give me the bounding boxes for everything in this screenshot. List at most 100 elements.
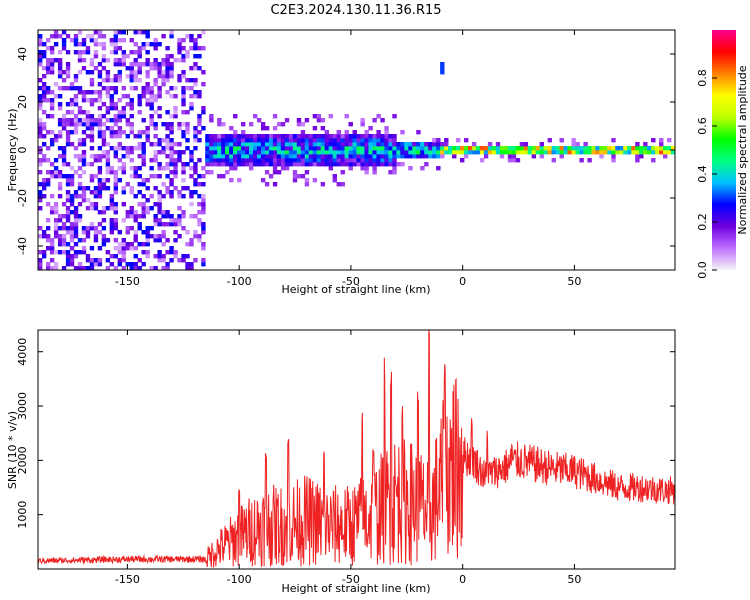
spectrogram-cell xyxy=(105,206,111,211)
spectrogram-cell xyxy=(61,78,67,83)
spectrogram-cell xyxy=(121,250,126,255)
spectrogram-cell xyxy=(45,238,51,243)
spectrogram-cell xyxy=(201,126,206,131)
spectrogram-cell xyxy=(249,158,254,163)
spectrogram-cell xyxy=(587,150,592,155)
spectrogram-cell xyxy=(535,146,541,151)
spectrogram-cell xyxy=(157,174,162,179)
spectrogram-cell xyxy=(153,134,158,139)
spectrogram-cell xyxy=(376,146,381,151)
spectrogram-cell xyxy=(101,34,107,39)
spectrogram-cell xyxy=(117,46,123,51)
spectrogram-cell xyxy=(153,58,158,63)
spectrogram-cell xyxy=(81,142,87,147)
spectrogram-cell xyxy=(340,146,345,151)
spectrogram-cell xyxy=(336,158,341,163)
spectrogram-cell xyxy=(137,214,142,219)
spectrogram-cell xyxy=(249,162,254,167)
spectrogram-cell xyxy=(252,114,258,119)
spectrogram-cell xyxy=(141,262,146,267)
spectrogram-cell xyxy=(169,258,174,263)
spectrogram-cell xyxy=(61,266,67,270)
spectrogram-cell xyxy=(165,138,170,143)
spectrogram-cell xyxy=(145,238,150,243)
spectrogram-cell xyxy=(93,226,99,231)
spectrogram-cell xyxy=(41,234,47,239)
spectrogram-cell xyxy=(97,262,103,267)
spectrogram-cell xyxy=(113,74,119,79)
spectrogram-cell xyxy=(193,182,198,187)
spectrogram-cell xyxy=(300,142,306,147)
spectrogram-cell xyxy=(161,222,166,227)
spectrogram-cell xyxy=(57,86,63,91)
spectrogram-cell xyxy=(209,162,214,167)
spectrogram-cell xyxy=(69,38,75,43)
spectrogram-cell xyxy=(149,158,154,163)
spectrogram-cell xyxy=(137,54,142,59)
spectrogram-cell xyxy=(129,66,134,71)
spectrogram-cell xyxy=(404,142,409,147)
spectrogram-cell xyxy=(328,134,334,139)
spectrogram-cell xyxy=(424,150,429,155)
spectrogram-cell xyxy=(105,162,111,167)
spectrogram-cell xyxy=(161,122,166,127)
spectrogram-cell xyxy=(380,142,385,147)
x-tick-label: -100 xyxy=(227,275,252,288)
spectrogram-cell xyxy=(237,138,242,143)
spectrogram-cell xyxy=(73,78,79,83)
spectrogram-cell xyxy=(233,166,238,171)
spectrogram-cell xyxy=(189,166,194,171)
spectrogram-cell xyxy=(499,154,505,159)
spectrogram-cell xyxy=(185,230,190,235)
spectrogram-cell xyxy=(292,178,298,183)
spectrogram-cell xyxy=(153,238,158,243)
spectrogram-cell xyxy=(169,54,174,59)
spectrogram-cell xyxy=(388,134,393,139)
spectrogram-cell xyxy=(49,174,55,179)
x-tick-label: 0 xyxy=(459,573,466,586)
spectrogram-cell xyxy=(376,134,381,139)
spectrogram-cell xyxy=(559,146,564,151)
spectrogram-cell xyxy=(149,62,154,67)
spectrogram-cell xyxy=(153,42,158,47)
spectrogram-cell xyxy=(555,146,560,151)
spectrogram-cell xyxy=(340,182,345,187)
spectrogram-cell xyxy=(85,114,91,119)
spectrogram-cell xyxy=(157,222,162,227)
spectrogram-cell xyxy=(81,42,87,47)
spectrogram-cell xyxy=(245,154,250,159)
spectrogram-cell xyxy=(448,146,453,151)
spectrogram-cell xyxy=(61,46,67,51)
spectrogram-cell xyxy=(296,138,302,143)
spectrogram-cell xyxy=(264,182,270,187)
spectrogram-cell xyxy=(85,126,91,131)
spectrogram-cell xyxy=(69,234,75,239)
spectrogram-cell xyxy=(511,154,517,159)
spectrogram-cell xyxy=(53,206,59,211)
spectrogram-cell xyxy=(38,250,43,255)
spectrogram-cell xyxy=(93,190,99,195)
spectrogram-cell xyxy=(611,146,616,151)
spectrogram-cell xyxy=(129,130,134,135)
spectrogram-cell xyxy=(101,242,107,247)
spectrogram-cell xyxy=(185,146,190,151)
spectrogram-cell xyxy=(89,90,95,95)
spectrogram-cell xyxy=(249,150,254,155)
spectrogram-cell xyxy=(129,246,134,251)
spectrogram-cell xyxy=(233,130,238,135)
spectrogram-cell xyxy=(117,130,123,135)
spectrogram-cell xyxy=(356,162,361,167)
spectrogram-cell xyxy=(249,122,254,127)
spectrogram-cell xyxy=(153,222,158,227)
spectrogram-cell xyxy=(583,150,588,155)
spectrogram-cell xyxy=(101,58,107,63)
spectrogram-cell xyxy=(137,94,142,99)
spectrogram-cell xyxy=(117,158,123,163)
spectrogram-cell xyxy=(181,254,186,259)
spectrogram-cell xyxy=(49,70,55,75)
spectrogram-cell xyxy=(249,166,254,171)
spectrogram-cell xyxy=(141,214,146,219)
spectrogram-cell xyxy=(141,242,146,247)
spectrogram-cell xyxy=(41,134,47,139)
spectrogram-cell xyxy=(121,62,126,67)
